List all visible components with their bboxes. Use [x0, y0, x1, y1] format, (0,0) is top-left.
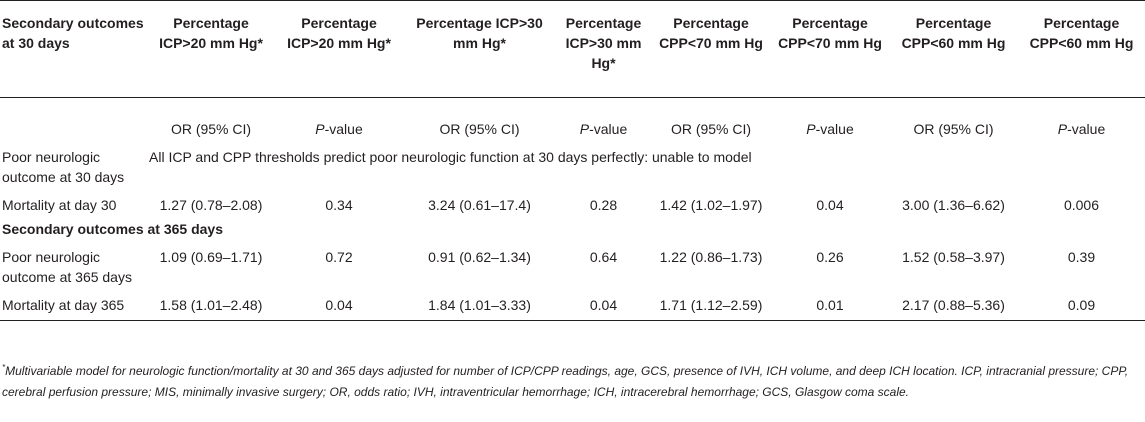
subheader-row: OR (95% CI) P-value OR (95% CI) P-value …	[0, 98, 1145, 143]
table-cell: 1.09 (0.69–1.71)	[159, 249, 263, 265]
table-cell: 0.91 (0.62–1.34)	[428, 249, 531, 265]
footnote-text: Multivariable model for neurologic funct…	[2, 364, 1129, 399]
table-cell: 0.39	[1067, 249, 1096, 265]
column-header: Secondary outcomes at 30 days	[0, 0, 147, 98]
table-row: Mortality at day 365 1.58 (1.01–2.48) 0.…	[0, 290, 1145, 321]
table-cell: 0.006	[1063, 197, 1100, 213]
table-cell: 1.84 (1.01–3.33)	[403, 290, 556, 321]
subheader-cell: P-value	[806, 121, 854, 137]
subheader-cell: OR (95% CI)	[670, 121, 752, 137]
subheader-cell: P-value	[315, 121, 363, 137]
column-header: Percentage CPP<60 mm Hg	[1018, 0, 1145, 98]
subheader-cell: P-value	[579, 121, 628, 137]
table-row: Poor neurologic outcome at 365 days 1.09…	[0, 242, 1145, 290]
table-cell: 1.27 (0.78–2.08)	[159, 197, 263, 213]
table-cell: 1.52 (0.58–3.97)	[902, 249, 1005, 265]
row-label: Poor neurologic outcome at 365 days	[2, 249, 132, 285]
table-cell: 0.34	[325, 197, 353, 213]
table-cell: 0.72	[325, 249, 353, 265]
table-cell: 0.04	[275, 290, 403, 321]
table-cell: 1.42 (1.02–1.97)	[659, 197, 763, 213]
column-header: Percentage CPP<70 mm Hg	[771, 0, 889, 98]
table-cell: 0.28	[589, 197, 618, 213]
results-table: Secondary outcomes at 30 days Percentage…	[0, 0, 1145, 321]
subheader-cell: OR (95% CI)	[170, 121, 252, 137]
subheader-cell: OR (95% CI)	[439, 121, 520, 137]
table-cell: 0.09	[1018, 290, 1145, 321]
column-header: Percentage ICP>20 mm Hg*	[147, 0, 275, 98]
table-cell: 1.71 (1.12–2.59)	[651, 290, 771, 321]
table-cell: 3.00 (1.36–6.62)	[902, 197, 1005, 213]
row-label: Poor neurologic outcome at 30 days	[2, 149, 125, 185]
row-note: All ICP and CPP thresholds predict poor …	[149, 149, 752, 165]
table-cell: 0.26	[816, 249, 844, 265]
table-footnote: *Multivariable model for neurologic func…	[2, 357, 1142, 403]
table-row: Poor neurologic outcome at 30 days All I…	[0, 142, 1145, 190]
table-cell: 0.64	[589, 249, 618, 265]
table-cell: 3.24 (0.61–17.4)	[428, 197, 531, 213]
subheader-cell	[0, 98, 147, 143]
column-header: Percentage ICP>20 mm Hg*	[275, 0, 403, 98]
row-label: Mortality at day 365	[0, 290, 147, 321]
section-row: Secondary outcomes at 365 days	[0, 218, 1145, 242]
table-cell: 0.01	[771, 290, 889, 321]
table-cell: 0.04	[556, 290, 651, 321]
section-heading: Secondary outcomes at 365 days	[2, 221, 223, 237]
table-cell: 0.04	[816, 197, 844, 213]
table-row: Mortality at day 30 1.27 (0.78–2.08) 0.3…	[0, 190, 1145, 218]
subheader-cell: P-value	[1057, 121, 1106, 137]
table-cell: 1.58 (1.01–2.48)	[147, 290, 275, 321]
table-cell: 1.22 (0.86–1.73)	[659, 249, 763, 265]
table-cell: 2.17 (0.88–5.36)	[889, 290, 1018, 321]
column-header: Percentage CPP<60 mm Hg	[889, 0, 1018, 98]
header-row: Secondary outcomes at 30 days Percentage…	[0, 0, 1145, 98]
column-header: Percentage CPP<70 mm Hg	[651, 0, 771, 98]
subheader-cell: OR (95% CI)	[913, 121, 994, 137]
column-header: Percentage ICP>30 mm Hg*	[403, 0, 556, 98]
column-header: Percentage ICP>30 mm Hg*	[556, 0, 651, 98]
row-label: Mortality at day 30	[2, 197, 117, 213]
footnote-marker: *	[2, 363, 6, 372]
